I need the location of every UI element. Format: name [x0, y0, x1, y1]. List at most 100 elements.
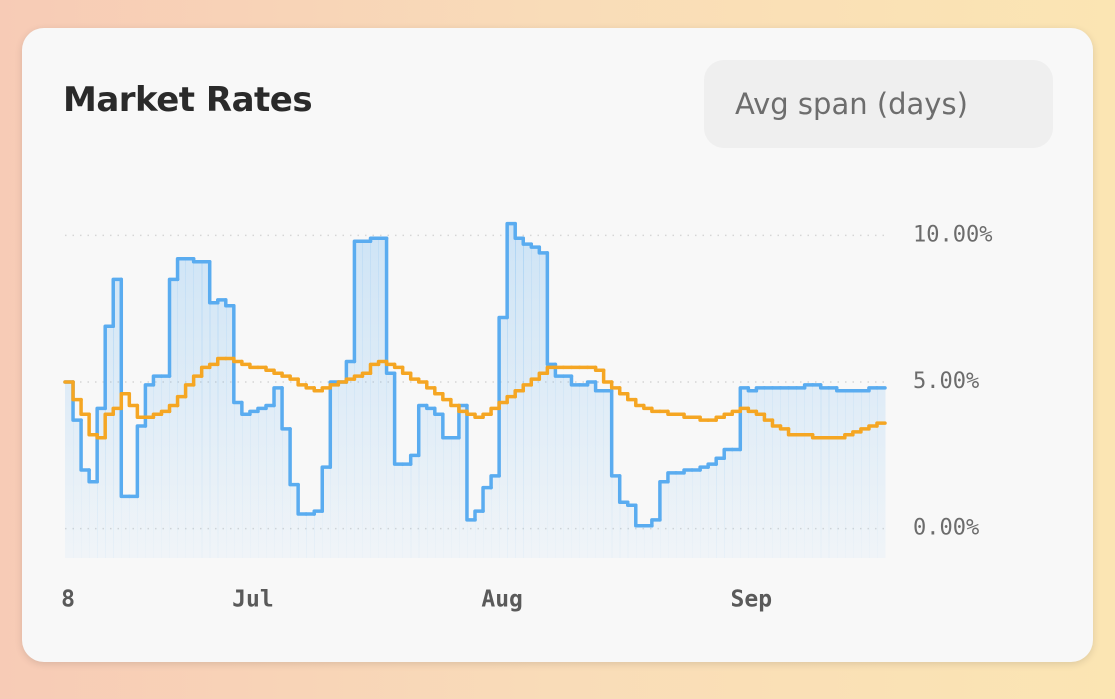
line-step	[360, 371, 373, 378]
area-segment	[249, 411, 259, 558]
line-step	[593, 365, 606, 373]
area-segment	[844, 390, 854, 558]
area-segment	[81, 470, 90, 558]
line-step	[215, 298, 228, 305]
area-segment	[491, 475, 500, 558]
line-step	[810, 433, 823, 440]
area-segment	[579, 384, 589, 558]
line-step	[175, 394, 188, 408]
line-step	[505, 221, 517, 320]
avg-span-button[interactable]: Avg span (days)	[704, 60, 1053, 148]
area-segment	[868, 387, 878, 558]
line-step	[722, 412, 735, 419]
area-segment	[225, 305, 235, 558]
area-segment	[193, 261, 203, 558]
card-title: Market Rates	[63, 80, 313, 120]
area-segment	[73, 420, 82, 558]
line-step	[489, 474, 501, 490]
line-step	[280, 386, 292, 431]
line-step	[159, 409, 172, 417]
area-segment	[322, 467, 331, 558]
area-segment	[121, 496, 130, 558]
area-segment	[394, 464, 404, 558]
area-segment	[836, 390, 846, 558]
line-step	[545, 365, 558, 375]
line-step	[288, 427, 300, 487]
line-step	[240, 400, 252, 417]
line-step	[191, 374, 204, 387]
area-segment	[145, 384, 155, 558]
line-step	[465, 409, 477, 417]
area-segment	[587, 382, 597, 558]
line-step	[368, 362, 381, 375]
line-step	[416, 403, 429, 458]
line-step	[441, 391, 453, 402]
line-step	[658, 479, 670, 522]
line-step	[650, 406, 662, 414]
line-step	[698, 465, 710, 472]
line-step	[400, 365, 413, 375]
line-step	[87, 468, 99, 484]
area-segment	[282, 428, 291, 558]
y-tick-label: 10.00%	[913, 222, 992, 247]
line-step	[224, 298, 236, 308]
line-step	[167, 403, 180, 414]
line-step	[207, 259, 220, 305]
area-segment	[812, 384, 822, 558]
line-step	[191, 257, 204, 264]
line-step	[416, 377, 429, 384]
line-step	[754, 409, 767, 417]
line-step	[569, 374, 582, 387]
line-step	[392, 371, 405, 466]
line-step	[392, 362, 405, 370]
area-segment	[539, 252, 548, 558]
area-segment	[161, 376, 171, 558]
line-step	[875, 421, 887, 428]
line-step	[103, 412, 115, 440]
area-segment	[860, 390, 870, 558]
area-segment	[708, 464, 717, 558]
line-step	[682, 412, 694, 419]
line-step	[617, 474, 630, 505]
line-step	[859, 427, 871, 434]
line-step	[481, 412, 493, 419]
area-segment	[828, 387, 838, 558]
area-segment	[732, 449, 741, 558]
line-step	[232, 356, 244, 364]
x-tick-label: 8	[61, 587, 75, 613]
area-segment	[442, 437, 452, 558]
area-segment	[185, 258, 195, 558]
line-step	[336, 380, 349, 387]
line-step	[778, 424, 791, 431]
line-step	[465, 403, 477, 522]
area-segment	[466, 519, 476, 558]
line-step	[473, 412, 485, 419]
area-segment	[788, 387, 798, 558]
line-step	[867, 386, 879, 393]
x-tick-label: Jul	[232, 587, 274, 613]
line-step	[425, 403, 437, 411]
area-segment	[370, 238, 380, 558]
area-segment	[555, 376, 565, 558]
area-segment	[338, 382, 347, 558]
area-segment	[651, 519, 661, 558]
line-step	[151, 374, 164, 387]
area-segment	[772, 387, 782, 558]
line-step	[481, 485, 493, 513]
line-step	[537, 371, 550, 381]
area-segment	[201, 261, 211, 558]
line-step	[95, 433, 107, 440]
line-step	[304, 383, 316, 390]
area-segment	[531, 247, 540, 559]
area-segment	[265, 405, 275, 558]
line-step	[835, 386, 847, 393]
area-segment	[402, 464, 412, 558]
area-segment	[483, 487, 492, 558]
line-step	[714, 415, 726, 422]
area-segment	[274, 387, 283, 558]
area-segment	[627, 505, 637, 558]
line-step	[296, 482, 308, 516]
line-step	[521, 236, 534, 246]
area-segment	[595, 390, 605, 558]
line-step	[127, 391, 140, 408]
